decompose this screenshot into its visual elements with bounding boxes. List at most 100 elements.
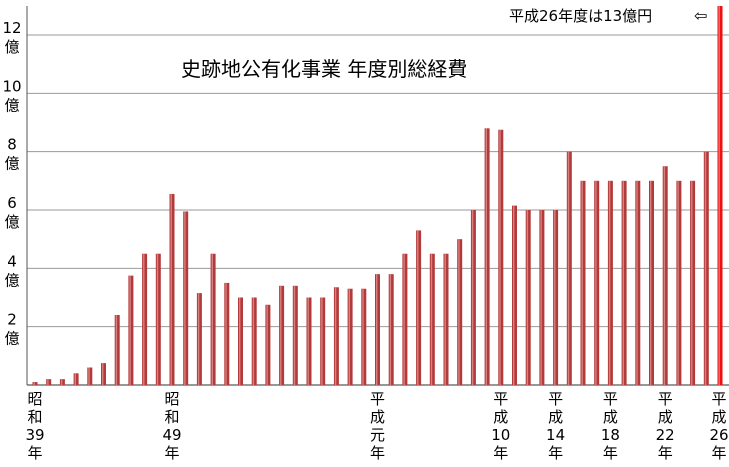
y-tick-unit: 億 (4, 271, 19, 289)
bar-S52 (210, 253, 216, 385)
bar-S51 (196, 293, 202, 386)
bar-shine (691, 180, 693, 385)
bar-S40 (46, 379, 52, 385)
bar-H5 (429, 253, 435, 385)
bar-S42 (73, 373, 79, 385)
bar-shine (170, 193, 172, 385)
bar-shine (252, 297, 255, 385)
bar-shine (307, 297, 309, 385)
bar-H22 (662, 166, 668, 385)
y-tick-label: 4 (7, 252, 17, 270)
bar-H12 (525, 210, 531, 385)
bar-H4 (416, 230, 422, 385)
bar-S47 (142, 253, 148, 385)
bar-H18 (607, 180, 613, 385)
left-arrow-icon: ⇦ (694, 6, 707, 25)
chart-title: 史跡地公有化事業 年度別総経費 (181, 57, 467, 81)
bar-shine (540, 210, 542, 385)
bar-shine (60, 379, 63, 385)
bars (32, 6, 723, 386)
bar-H16 (580, 180, 586, 385)
bar-shine (239, 297, 241, 385)
bar-shine (636, 180, 638, 385)
bar-S48 (155, 253, 161, 385)
bar-H26 (717, 6, 723, 385)
bar-shine (33, 382, 35, 385)
bar-shine (143, 253, 145, 385)
x-tick-label: 平成 18 年 (601, 390, 620, 462)
bar-shine (581, 180, 583, 385)
x-tick-label: 平成 10 年 (491, 390, 510, 462)
bar-shine (266, 304, 268, 385)
y-tick-label: 6 (7, 194, 17, 212)
x-tick-label: 平成 22 年 (656, 390, 675, 462)
bar-S55 (251, 297, 257, 385)
bar-shine (567, 151, 570, 385)
bar-shine (362, 288, 364, 385)
bar-H6 (443, 253, 449, 385)
bar-shine (197, 293, 200, 386)
bar-H24 (690, 180, 696, 385)
x-tick-label: 昭和 39 年 (25, 390, 44, 462)
bar-H13 (539, 210, 545, 385)
bar-H23 (676, 180, 682, 385)
bar-S54 (238, 297, 243, 385)
bar-S63 (361, 288, 367, 385)
bar-shine (88, 367, 90, 385)
x-tick-label: 平成 14 年 (546, 390, 565, 462)
bar-shine (513, 205, 515, 385)
y-tick-label: 8 (7, 136, 17, 154)
bar-shine (718, 6, 720, 385)
y-tick-label: 10 (2, 77, 21, 95)
bar-shine (650, 180, 652, 385)
bar-S60 (320, 297, 326, 385)
bar-shine (444, 253, 446, 385)
bar-H9 (484, 128, 490, 385)
bar-shine (293, 285, 296, 385)
bar-shine (211, 253, 213, 385)
bar-shine (417, 230, 419, 385)
bar-H15 (566, 151, 572, 385)
bar-shine (321, 297, 323, 385)
bar-shine (348, 288, 350, 385)
y-tick-label: 2 (7, 311, 17, 329)
bar-S39 (32, 382, 38, 385)
bar-shine (334, 287, 337, 385)
bar-shine (554, 210, 556, 385)
bar-S50 (183, 211, 189, 385)
bar-S62 (347, 288, 353, 385)
bar-H17 (594, 180, 600, 385)
y-tick-unit: 億 (4, 330, 19, 348)
bar-H3 (402, 253, 408, 385)
bar-shine (704, 151, 707, 385)
bar-shine (430, 253, 433, 385)
bar-shine (225, 282, 227, 385)
bar-shine (677, 180, 679, 385)
y-tick-unit: 億 (4, 213, 19, 231)
bar-shine (608, 180, 611, 385)
bar-shine (485, 128, 487, 385)
bar-H7 (457, 239, 463, 385)
bar-shine (115, 315, 118, 385)
bar-H19 (621, 180, 627, 385)
bar-S44 (101, 363, 106, 386)
bar-H11 (512, 205, 517, 385)
x-tick-labels: 昭和 39 年 昭和 49 年 平成元年 平成 10 年 平成 14 年 平成 18 年 平成 22 年 平成 26 年 (25, 390, 728, 462)
bar-H25 (703, 151, 709, 385)
bar-S49 (169, 193, 175, 385)
x-tick-label: 平成 26 年 (709, 390, 728, 462)
bar-H20 (635, 180, 641, 385)
bar-S57 (279, 285, 285, 385)
bar-shine (526, 210, 529, 385)
bar-shine (376, 274, 378, 385)
bar-S59 (306, 297, 312, 385)
bar-shine (499, 129, 501, 385)
bar-shine (129, 275, 131, 386)
bar-shine (403, 253, 405, 385)
bar-H14 (553, 210, 559, 385)
y-tick-label: 12 (2, 19, 21, 37)
bar-S56 (265, 304, 271, 385)
annotation-text: 平成26年度は13億円 (509, 7, 652, 25)
